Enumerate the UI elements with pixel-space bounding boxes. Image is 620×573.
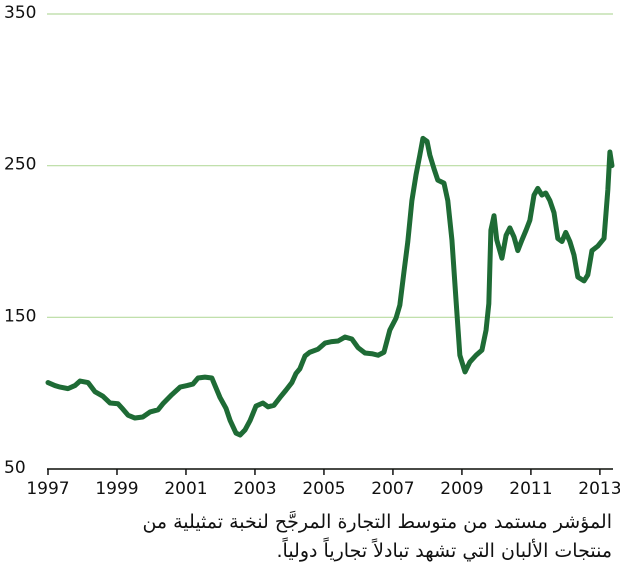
x-tick-label: 2001 — [164, 479, 207, 499]
caption: المؤشر مستمد من متوسط التجارة المرجَّح ل… — [12, 508, 612, 566]
chart: 50 150 250 350 1997 1999 2001 2003 2005 2007 2009 2… — [4, 3, 620, 499]
caption-line: منتجات الألبان التي تشهد تبادلاً تجارياً… — [276, 540, 613, 562]
data-line — [45, 135, 615, 438]
y-tick-label: 350 — [4, 3, 36, 23]
x-tick-label: 2005 — [302, 479, 345, 499]
x-tick-label: 2009 — [440, 479, 483, 499]
x-tick-label: 1999 — [95, 479, 138, 499]
y-tick-label: 150 — [4, 306, 36, 326]
x-tick-label: 1997 — [26, 479, 69, 499]
y-tick-label: 250 — [4, 155, 36, 175]
caption-line: المؤشر مستمد من متوسط التجارة المرجَّح ل… — [142, 511, 612, 533]
x-tick-label: 2011 — [509, 479, 552, 499]
x-tick-label: 2003 — [233, 479, 276, 499]
y-tick-label: 50 — [4, 458, 26, 478]
x-tick-label: 2013 — [578, 479, 620, 499]
x-tick-label: 2007 — [371, 479, 414, 499]
